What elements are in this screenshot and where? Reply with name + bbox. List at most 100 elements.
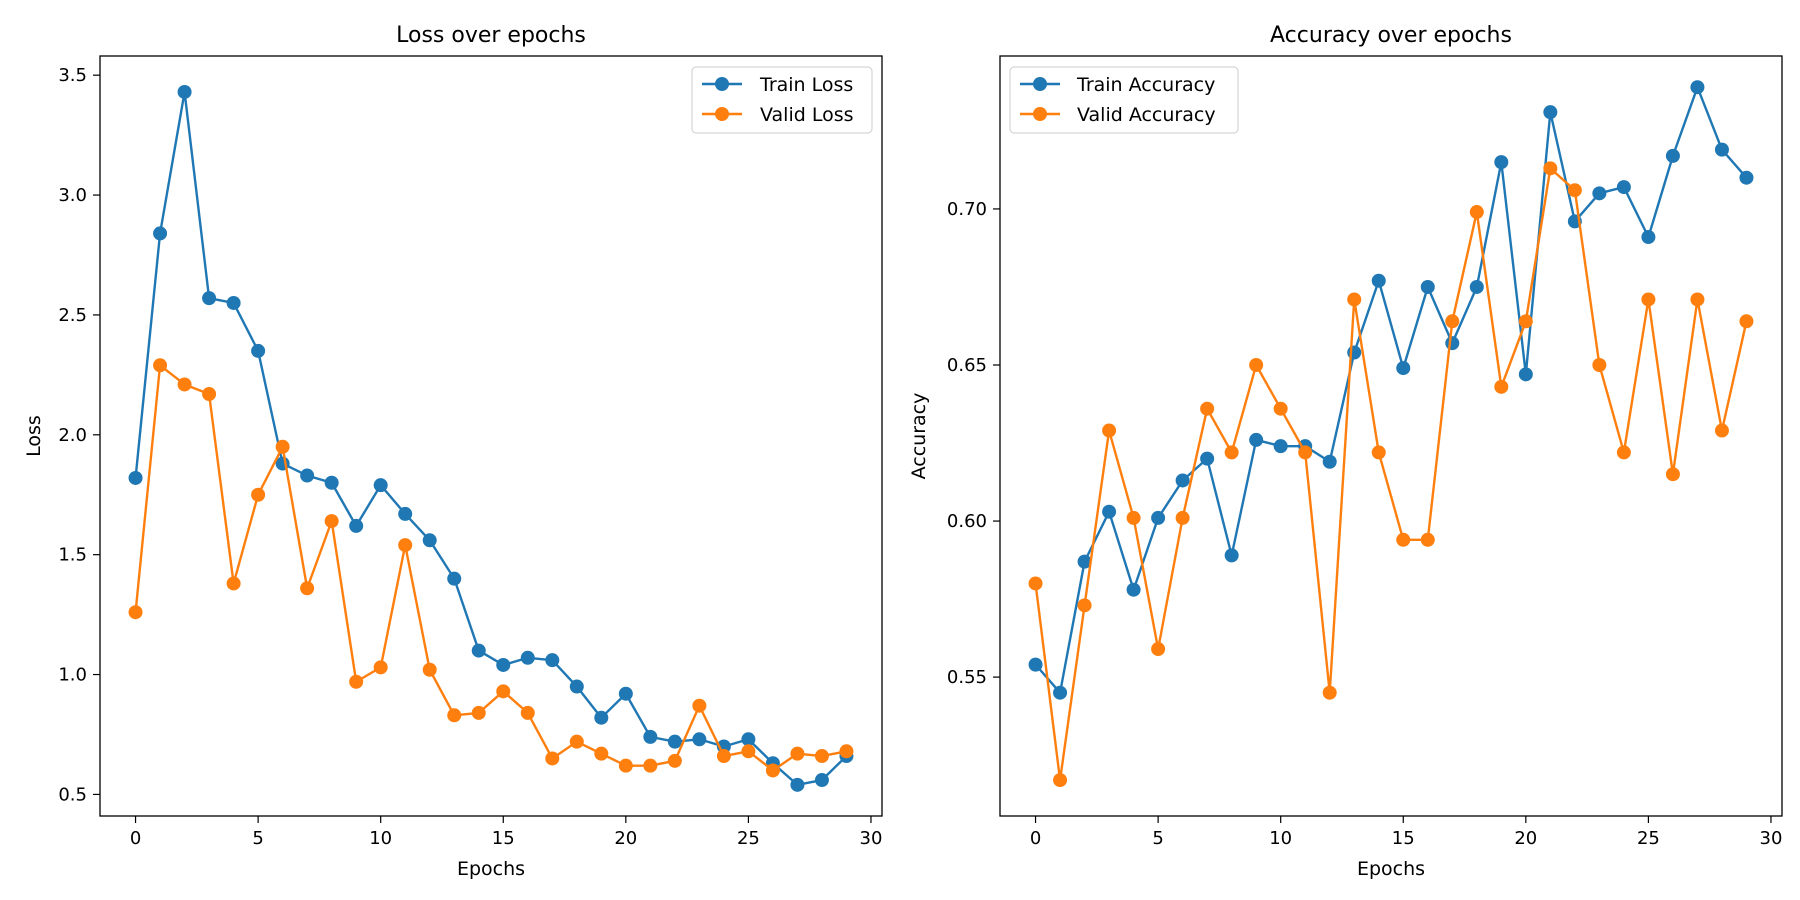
data-point-train-loss	[349, 518, 364, 533]
data-point-valid-accuracy	[1077, 598, 1092, 613]
accuracy-chart-panel: Accuracy over epochs 0 5 10 15 20 25 30 0.550.…	[908, 23, 1783, 880]
x-tick-label: 30	[1760, 828, 1783, 849]
x-tick-label: 15	[492, 828, 515, 849]
data-point-valid-loss	[741, 744, 756, 759]
data-point-train-loss	[177, 84, 192, 99]
data-point-valid-accuracy	[1445, 314, 1460, 329]
data-point-valid-accuracy	[1616, 445, 1631, 460]
x-tick-label: 5	[1152, 828, 1163, 849]
data-point-train-accuracy	[1322, 454, 1337, 469]
data-point-train-accuracy	[1714, 142, 1729, 157]
data-point-train-accuracy	[1151, 510, 1166, 525]
data-point-valid-loss	[128, 605, 143, 620]
data-point-train-accuracy	[1077, 554, 1092, 569]
data-point-train-accuracy	[1175, 473, 1190, 488]
y-tick-label: 1.5	[58, 545, 87, 566]
data-point-valid-loss	[839, 744, 854, 759]
data-point-train-accuracy	[1420, 279, 1435, 294]
data-point-valid-accuracy	[1200, 401, 1215, 416]
data-point-valid-accuracy	[1249, 357, 1264, 372]
y-tick-label: 2.5	[58, 305, 87, 326]
data-point-train-loss	[496, 657, 511, 672]
y-axis: 0.5 1.0 1.5 2.0 2.5 3.0 3.5	[58, 65, 100, 805]
data-point-valid-loss	[398, 538, 413, 553]
data-point-train-loss	[324, 475, 339, 490]
chart-title: Accuracy over epochs	[1270, 23, 1512, 48]
data-point-train-loss	[373, 478, 388, 493]
data-point-valid-accuracy	[1371, 445, 1386, 460]
data-point-train-loss	[692, 732, 707, 747]
data-point-train-loss	[790, 777, 805, 792]
data-point-valid-loss	[545, 751, 560, 766]
data-point-train-loss	[569, 679, 584, 694]
x-tick-label: 25	[1637, 828, 1660, 849]
legend-label-valid-loss: Valid Loss	[760, 104, 854, 126]
legend: Train Accuracy Valid Accuracy	[1009, 66, 1239, 134]
data-point-valid-loss	[324, 514, 339, 529]
data-point-train-loss	[300, 468, 315, 483]
data-point-valid-loss	[520, 705, 535, 720]
loss-chart-panel: Loss over epochs 0 5 10 15 20 25 30 0.5 1.0 1.5 2…	[23, 23, 883, 880]
data-point-valid-loss	[618, 758, 633, 773]
data-point-valid-accuracy	[1053, 773, 1068, 788]
data-point-valid-accuracy	[1641, 292, 1656, 307]
data-point-valid-loss	[569, 734, 584, 749]
x-tick-label: 10	[1269, 828, 1292, 849]
data-point-train-loss	[128, 470, 143, 485]
y-tick-label: 3.0	[58, 185, 87, 206]
data-point-train-loss	[251, 343, 266, 358]
x-axis-label: Epochs	[1357, 858, 1425, 880]
x-tick-label: 0	[130, 828, 141, 849]
x-tick-label: 10	[369, 828, 392, 849]
axes-frame	[999, 55, 1783, 817]
y-tick-label: 0.70	[947, 199, 987, 220]
data-point-train-loss	[422, 533, 437, 548]
data-point-valid-accuracy	[1469, 205, 1484, 220]
data-point-valid-accuracy	[1494, 379, 1509, 394]
data-point-train-accuracy	[1469, 279, 1484, 294]
data-point-valid-accuracy	[1322, 685, 1337, 700]
data-point-valid-accuracy	[1665, 467, 1680, 482]
data-point-valid-accuracy	[1567, 183, 1582, 198]
data-point-train-accuracy	[1616, 180, 1631, 195]
data-point-train-accuracy	[1641, 230, 1656, 245]
data-point-train-accuracy	[1518, 367, 1533, 382]
legend: Train Loss Valid Loss	[691, 66, 873, 134]
data-point-valid-loss	[275, 439, 290, 454]
x-axis-label: Epochs	[457, 858, 525, 880]
data-point-valid-loss	[692, 698, 707, 713]
data-point-train-loss	[226, 295, 241, 310]
data-point-train-loss	[814, 773, 829, 788]
series-line-train-accuracy	[1034, 86, 1748, 694]
data-point-train-accuracy	[1494, 155, 1509, 170]
data-point-train-loss	[471, 643, 486, 658]
data-point-valid-accuracy	[1298, 445, 1313, 460]
data-point-train-loss	[153, 226, 168, 241]
data-point-train-loss	[520, 650, 535, 665]
y-tick-label: 0.55	[947, 667, 987, 688]
legend-marker-valid-loss	[715, 107, 729, 121]
data-point-train-accuracy	[1126, 582, 1141, 597]
data-point-valid-accuracy	[1420, 532, 1435, 547]
data-point-train-accuracy	[1249, 432, 1264, 447]
data-point-valid-loss	[300, 581, 315, 596]
data-point-train-loss	[643, 729, 658, 744]
data-point-valid-accuracy	[1543, 161, 1558, 176]
data-point-valid-accuracy	[1224, 445, 1239, 460]
data-point-train-loss	[667, 734, 682, 749]
series-line-valid-accuracy	[1034, 167, 1748, 782]
data-point-valid-loss	[202, 387, 217, 402]
data-point-valid-accuracy	[1396, 532, 1411, 547]
data-point-valid-accuracy	[1592, 357, 1607, 372]
data-point-train-loss	[545, 653, 560, 668]
data-point-valid-loss	[716, 749, 731, 764]
data-point-train-accuracy	[1273, 439, 1288, 454]
data-point-valid-loss	[447, 708, 462, 723]
data-point-train-accuracy	[1028, 657, 1043, 672]
data-point-valid-loss	[765, 763, 780, 778]
legend-marker-train-accuracy	[1033, 77, 1047, 91]
data-point-valid-accuracy	[1175, 510, 1190, 525]
data-point-train-accuracy	[1371, 273, 1386, 288]
data-point-train-loss	[202, 291, 217, 306]
